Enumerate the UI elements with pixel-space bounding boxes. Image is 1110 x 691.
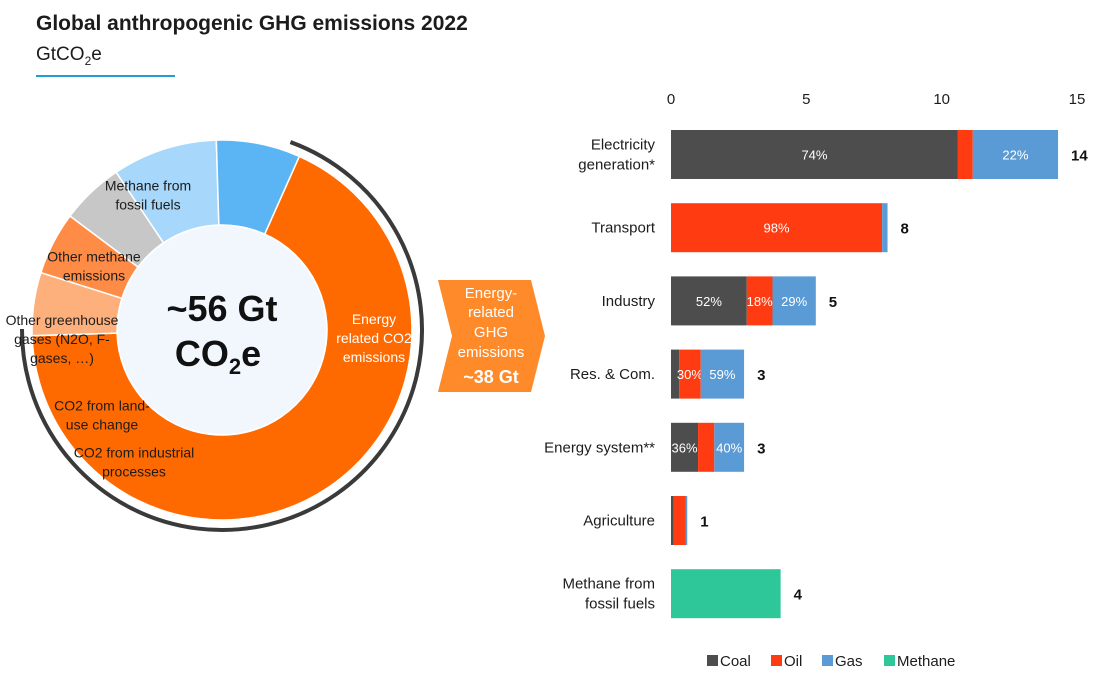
category-label-transport: Transport — [591, 220, 655, 237]
arrow-line-3: GHG — [474, 324, 508, 341]
share-label-electricity-generation-coal: 74% — [801, 148, 827, 163]
category-label-agriculture: Agriculture — [583, 513, 655, 530]
bar-electricity-generation-oil — [957, 130, 973, 179]
bar-energy-system-coal — [671, 422, 699, 472]
bar-res-com-coal — [671, 349, 680, 399]
energy-arrow: Energy-related GHG emissions ~38 Gt — [438, 280, 545, 392]
bar-res-com-gas — [700, 349, 745, 399]
share-label-res-com-gas: 59% — [709, 367, 735, 382]
total-label-methane-from-fossil-fuels: 4 — [794, 587, 803, 604]
total-label-agriculture: 1 — [700, 514, 708, 531]
arrow-line-2: related — [468, 304, 514, 321]
x-tick-label-0: 0 — [667, 91, 675, 108]
donut-label-co2-from-industrial-processes-line1: CO2 from industrial — [74, 445, 195, 461]
legend-swatch-gas — [822, 655, 833, 666]
category-label-electricity-generation-line2: generation* — [578, 157, 655, 174]
bar-energy-system-oil — [698, 422, 715, 472]
donut-label-other-greenhouse-gases-n2o-f-gases-line3: gases, …) — [30, 350, 94, 366]
total-label-res-com: 3 — [757, 367, 765, 384]
total-label-electricity-generation: 14 — [1071, 148, 1088, 165]
energy-bracket-arc — [20, 140, 424, 532]
donut-label-energy-related-co2-emissions-line2: related CO2 — [336, 330, 412, 346]
donut-label-other-methane-emissions-line2: emissions — [63, 268, 125, 284]
donut-chart: ~56 GtCO2e Energy related CO2 emissions CO2 … — [6, 139, 424, 532]
unit-sub: 2 — [84, 53, 92, 68]
donut-label-energy-related-co2-emissions-line1: Energy — [352, 311, 396, 327]
bar-agriculture-coal — [671, 496, 674, 545]
bar-electricity-generation-gas — [972, 130, 1059, 179]
bar-industry-oil — [746, 276, 773, 326]
share-label-energy-system-gas: 40% — [716, 440, 742, 455]
chart-title: Global anthropogenic GHG emissions 2022 — [36, 12, 468, 35]
bar-industry-gas — [772, 276, 816, 326]
legend-swatch-oil — [771, 655, 782, 666]
donut-slice-energy-related-co2-emissions — [31, 155, 413, 521]
donut-label-co2-from-land-use-change-line1: CO2 from land- — [54, 398, 150, 414]
share-label-energy-system-coal: 36% — [672, 440, 698, 455]
donut-label-energy-related-co2-emissions-line3: emissions — [343, 349, 405, 365]
category-label-electricity-generation-line1: Electricity — [591, 137, 656, 154]
category-label-res-com: Res. & Com. — [570, 366, 655, 383]
unit-subtitle: GtCO2e — [36, 44, 102, 68]
donut-label-co2-from-land-use-change-line2: use change — [66, 417, 139, 433]
total-label-energy-system: 3 — [757, 440, 765, 457]
total-label-industry: 5 — [829, 294, 837, 311]
center-unit-label: CO2e — [175, 333, 261, 379]
bar-transport-gas — [882, 203, 888, 253]
x-tick-label-10: 10 — [933, 91, 950, 108]
category-label-energy-system: Energy system** — [544, 439, 655, 456]
bar-electricity-generation-coal — [671, 130, 958, 179]
share-label-transport-oil: 98% — [764, 221, 790, 236]
legend-label-coal: Coal — [720, 653, 751, 670]
arrow-line-4: emissions — [458, 344, 525, 361]
share-label-industry-coal: 52% — [696, 294, 722, 309]
share-label-res-com-oil: 30% — [677, 367, 703, 382]
donut-label-methane-from-fossil-fuels-line1: Methane from — [105, 178, 191, 194]
bar-agriculture-oil — [673, 496, 686, 545]
energy-arrow-shape — [438, 280, 545, 392]
bar-industry-coal — [671, 276, 747, 326]
unit-base: GtCO — [36, 44, 85, 65]
bar-agriculture-gas — [685, 496, 688, 545]
category-label-methane-from-fossil-fuels-line2: fossil fuels — [585, 596, 655, 613]
arrow-line-1: Energy- — [465, 285, 518, 302]
unit-tail: e — [91, 44, 102, 65]
legend-label-methane: Methane — [897, 653, 955, 670]
share-label-industry-oil: 18% — [747, 294, 773, 309]
bar-transport-oil — [671, 203, 883, 253]
category-label-methane-from-fossil-fuels-line1: Methane from — [562, 576, 655, 593]
donut-label-other-methane-emissions-line1: Other methane — [47, 249, 141, 265]
legend-swatch-methane — [884, 655, 895, 666]
legend-label-oil: Oil — [784, 653, 802, 670]
subtitle-underline — [36, 75, 175, 77]
center-total-label: ~56 Gt — [166, 288, 277, 329]
bar-methane-from-fossil-fuels-methane — [671, 569, 781, 619]
donut-label-co2-from-industrial-processes-line2: processes — [102, 464, 166, 480]
total-label-transport: 8 — [901, 221, 909, 238]
donut-center — [118, 226, 326, 434]
bar-energy-system-gas — [714, 422, 745, 472]
donut-label-other-greenhouse-gases-n2o-f-gases-line1: Other greenhouse — [6, 312, 119, 328]
donut-label-other-greenhouse-gases-n2o-f-gases-line2: gases (N2O, F- — [14, 331, 110, 347]
category-label-industry: Industry — [602, 293, 656, 310]
donut-label-methane-from-fossil-fuels-line2: fossil fuels — [115, 197, 180, 213]
legend-label-gas: Gas — [835, 653, 863, 670]
x-tick-label-15: 15 — [1069, 91, 1086, 108]
share-label-industry-gas: 29% — [781, 294, 807, 309]
legend-swatch-coal — [707, 655, 718, 666]
bar-res-com-oil — [679, 349, 701, 399]
x-tick-label-5: 5 — [802, 91, 810, 108]
chart-legend: Coal Oil Gas Methane — [707, 653, 955, 670]
arrow-value-label: ~38 Gt — [463, 367, 519, 387]
donut-slice-methane-from-fossil-fuels — [215, 139, 301, 236]
share-label-electricity-generation-gas: 22% — [1002, 148, 1028, 163]
